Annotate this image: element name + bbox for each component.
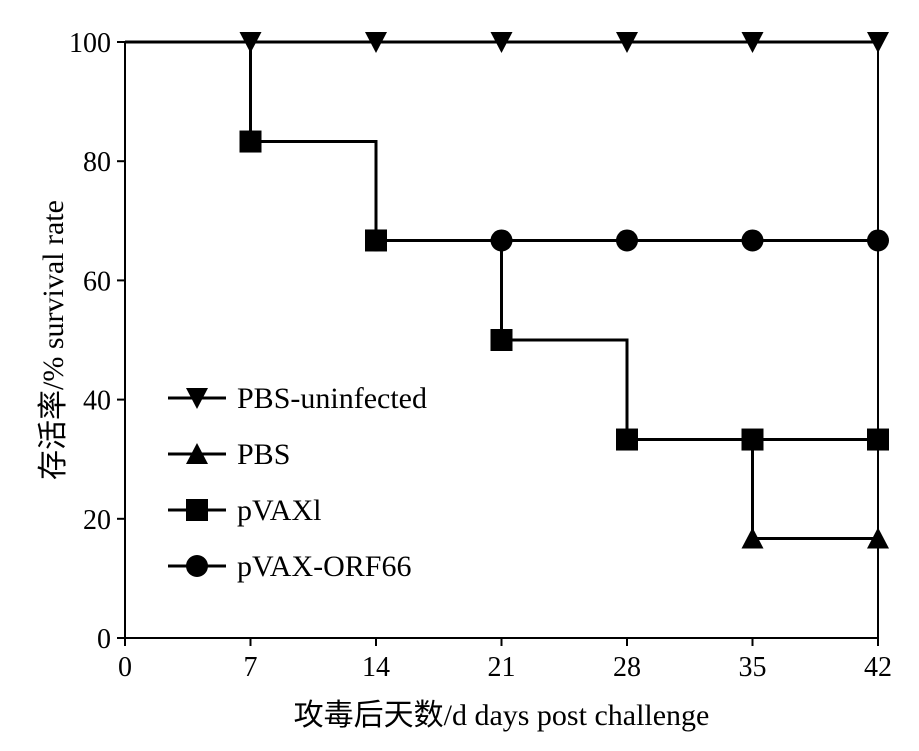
x-axis-title: 攻毒后天数/d days post challenge xyxy=(294,699,710,732)
axis-ticks: 0 7 14 21 28 35 42 0 20 40 60 80 100 xyxy=(69,28,892,683)
legend-label: pVAX-ORF66 xyxy=(237,550,411,583)
data-point-square xyxy=(741,428,764,451)
data-point-triangle-down xyxy=(490,32,513,53)
data-point-square xyxy=(490,329,513,351)
data-point-circle xyxy=(239,130,262,153)
x-tick-label: 14 xyxy=(362,652,390,683)
legend-marker-square xyxy=(186,499,208,521)
y-tick-label: 80 xyxy=(83,147,111,178)
data-point-circle xyxy=(867,229,889,252)
legend-marker-triangle-up xyxy=(186,443,208,464)
data-point-triangle-down xyxy=(741,32,764,53)
data-point-square xyxy=(616,428,638,451)
data-point-circle xyxy=(490,229,513,252)
x-tick-label: 35 xyxy=(739,652,767,683)
data-point-triangle-up xyxy=(741,527,764,549)
data-point-circle xyxy=(616,229,638,252)
data-point-square xyxy=(867,428,889,451)
y-tick-label: 20 xyxy=(83,505,111,536)
legend-item: pVAXl xyxy=(168,494,321,527)
x-tick-label: 0 xyxy=(118,652,132,683)
data-point-triangle-down xyxy=(239,32,262,53)
x-tick-label: 42 xyxy=(864,652,892,683)
legend: PBS-uninfected PBS pVAXl pVAX-ORF66 xyxy=(168,382,427,583)
x-tick-label: 28 xyxy=(613,652,641,683)
data-point-triangle-down xyxy=(365,32,387,53)
series-pvax-orf66 xyxy=(125,40,878,242)
y-tick-label: 0 xyxy=(97,624,111,655)
legend-label: pVAXl xyxy=(237,494,321,527)
legend-item: PBS-uninfected xyxy=(168,382,427,415)
data-point-circle xyxy=(741,229,764,252)
series-group xyxy=(125,32,889,549)
series-markers xyxy=(239,32,889,53)
series-line xyxy=(125,40,878,242)
legend-label: PBS xyxy=(237,438,290,471)
y-tick-label: 40 xyxy=(83,386,111,417)
legend-label: PBS-uninfected xyxy=(237,382,427,415)
y-tick-label: 60 xyxy=(83,266,111,297)
legend-item: pVAX-ORF66 xyxy=(168,550,411,583)
y-axis-title: 存活率/% survival rate xyxy=(37,200,70,480)
series-markers xyxy=(239,130,889,252)
data-point-triangle-up xyxy=(867,527,889,549)
legend-marker-circle xyxy=(186,555,208,577)
x-tick-label: 7 xyxy=(244,652,258,683)
legend-item: PBS xyxy=(168,438,290,471)
y-tick-label: 100 xyxy=(69,28,111,59)
legend-marker-triangle-down xyxy=(186,388,208,409)
data-point-circle xyxy=(365,229,387,252)
x-tick-label: 21 xyxy=(488,652,516,683)
data-point-triangle-down xyxy=(616,32,638,53)
data-point-triangle-down xyxy=(867,32,889,53)
